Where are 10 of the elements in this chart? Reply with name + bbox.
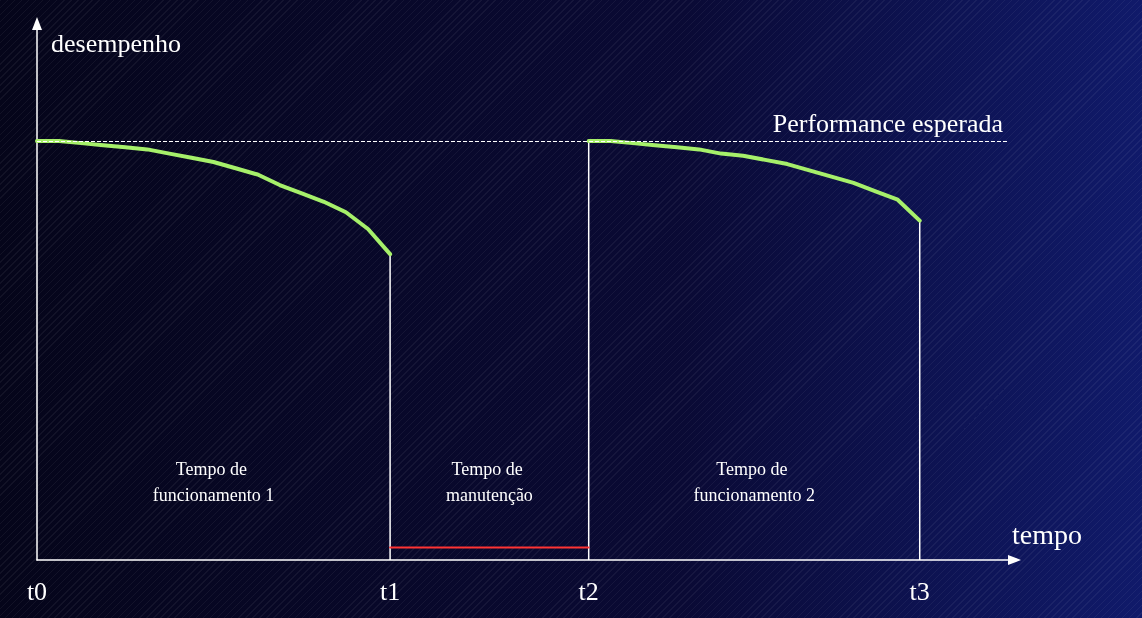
x-axis-title: tempo [1012,518,1082,550]
x-tick-label: t0 [26,576,48,606]
ref-line-label: Performance esperada [772,108,1004,138]
annotation: Tempo de manutenção [445,459,533,505]
x-tick-label: t3 [909,576,930,606]
y-axis-title: desempenho [51,28,181,58]
annotation: Tempo de funcionamento 2 [693,459,815,505]
x-tick-label: t1 [379,576,401,606]
x-tick-label: t2 [578,576,599,606]
annotation: Tempo de funcionamento 1 [152,459,275,505]
